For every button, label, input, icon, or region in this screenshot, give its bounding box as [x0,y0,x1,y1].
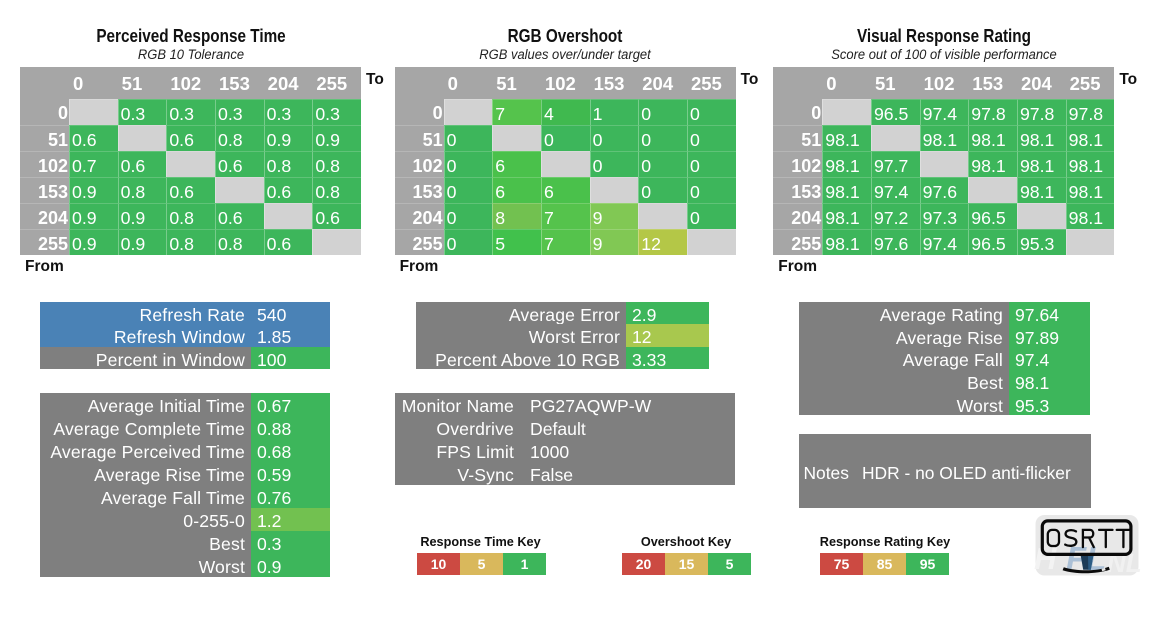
svg-text:H: H [1034,541,1057,576]
svg-text:NL: NL [1107,548,1142,578]
